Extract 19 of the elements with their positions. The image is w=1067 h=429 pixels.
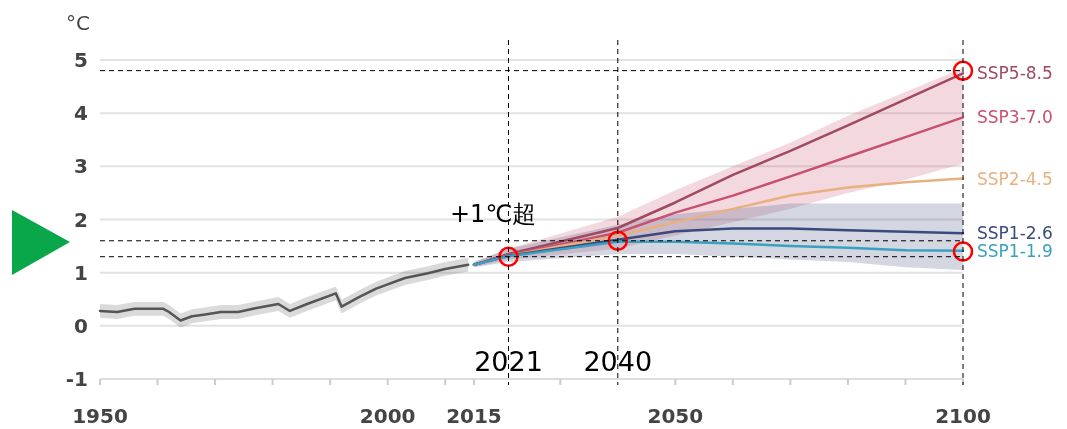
ref-line-label: 2021 (474, 346, 543, 377)
series-label: SSP5-8.5 (977, 63, 1053, 84)
annotation: +1℃超 (450, 200, 537, 228)
x-tick-label: 2100 (935, 404, 991, 428)
x-tick-label: 2015 (446, 404, 502, 428)
series-label: SSP3-7.0 (977, 107, 1053, 128)
y-tick-label: -1 (65, 367, 88, 391)
y-tick-label: 5 (74, 48, 88, 72)
ref-line-label: 2040 (583, 346, 653, 377)
series-label: SSP2-4.5 (977, 168, 1053, 189)
y-tick-label: 3 (74, 154, 88, 179)
y-tick-label: 0 (74, 313, 88, 338)
x-tick-label: 2000 (359, 404, 416, 428)
x-tick-label: 2050 (647, 404, 704, 428)
y-axis-title: °C (66, 11, 90, 35)
y-tick-label: 4 (74, 101, 88, 126)
y-tick-label: 1 (74, 260, 88, 285)
x-tick-label: 1950 (72, 404, 128, 428)
y-tick-label: 2 (74, 207, 88, 232)
